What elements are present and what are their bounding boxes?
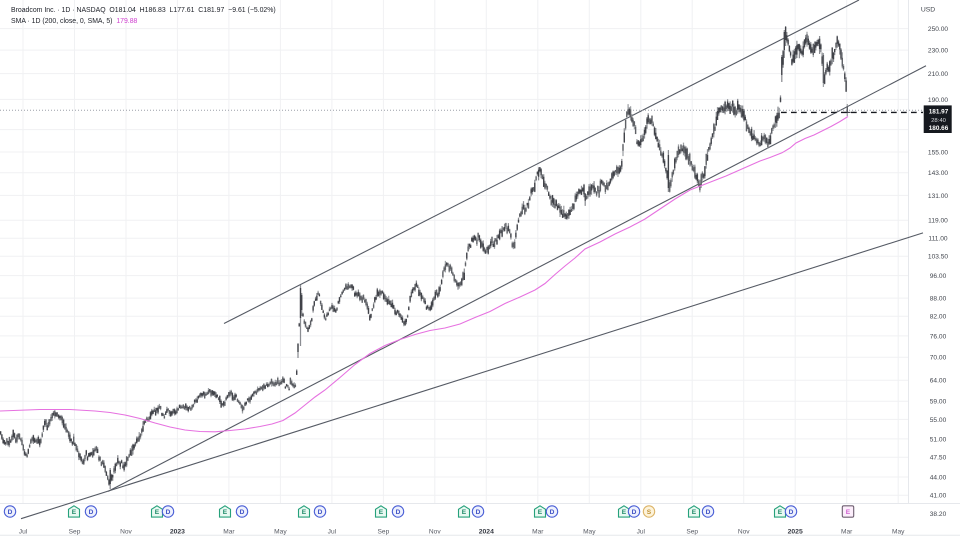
svg-text:D: D — [550, 509, 555, 516]
svg-text:D: D — [396, 509, 401, 516]
svg-text:May: May — [583, 529, 596, 536]
svg-text:E: E — [462, 509, 467, 516]
svg-text:E: E — [223, 509, 228, 516]
svg-text:D: D — [240, 509, 245, 516]
svg-text:S: S — [647, 509, 652, 516]
svg-text:70.00: 70.00 — [930, 355, 947, 362]
svg-text:Mar: Mar — [223, 529, 235, 536]
svg-text:E: E — [778, 509, 783, 516]
svg-text:Nov: Nov — [120, 529, 132, 536]
svg-text:E: E — [302, 509, 307, 516]
svg-text:76.00: 76.00 — [930, 333, 947, 340]
svg-text:Sep: Sep — [69, 529, 81, 536]
svg-text:E: E — [622, 509, 627, 516]
svg-text:180.66: 180.66 — [929, 125, 949, 132]
svg-text:51.00: 51.00 — [930, 436, 947, 443]
svg-text:230.00: 230.00 — [928, 48, 949, 55]
svg-text:SMA · 1D (200, close, 0, SMA,: SMA · 1D (200, close, 0, SMA, 5) 179.88 — [11, 18, 138, 25]
svg-text:131.00: 131.00 — [928, 193, 949, 200]
svg-text:88.00: 88.00 — [930, 296, 947, 303]
svg-text:82.00: 82.00 — [930, 314, 947, 321]
svg-text:2023: 2023 — [170, 529, 185, 536]
svg-text:143.00: 143.00 — [928, 170, 949, 177]
svg-text:D: D — [789, 509, 794, 516]
svg-text:Sep: Sep — [686, 529, 698, 536]
svg-text:111.00: 111.00 — [928, 236, 948, 243]
svg-text:D: D — [318, 509, 323, 516]
svg-text:E: E — [692, 509, 697, 516]
svg-text:2025: 2025 — [788, 529, 803, 536]
svg-text:E: E — [538, 509, 543, 516]
svg-text:Nov: Nov — [429, 529, 441, 536]
svg-text:44.00: 44.00 — [930, 474, 947, 481]
svg-text:D: D — [8, 509, 13, 516]
svg-text:May: May — [892, 529, 905, 536]
svg-text:210.00: 210.00 — [928, 71, 949, 78]
svg-text:103.50: 103.50 — [928, 254, 949, 261]
svg-text:47.50: 47.50 — [930, 455, 947, 462]
svg-text:119.00: 119.00 — [928, 218, 948, 225]
svg-text:155.00: 155.00 — [928, 149, 949, 156]
svg-text:Jul: Jul — [19, 529, 28, 536]
svg-text:181.97: 181.97 — [929, 109, 949, 116]
svg-text:E: E — [72, 509, 77, 516]
svg-text:Jul: Jul — [328, 529, 337, 536]
svg-text:250.00: 250.00 — [928, 26, 949, 33]
svg-text:38.20: 38.20 — [930, 511, 947, 518]
svg-text:D: D — [476, 509, 481, 516]
svg-text:Mar: Mar — [841, 529, 853, 536]
svg-text:D: D — [166, 509, 171, 516]
svg-text:D: D — [89, 509, 94, 516]
svg-text:Sep: Sep — [378, 529, 390, 536]
svg-text:E: E — [155, 509, 160, 516]
svg-text:Mar: Mar — [532, 529, 544, 536]
svg-text:E: E — [379, 509, 384, 516]
svg-text:190.00: 190.00 — [928, 97, 949, 104]
svg-text:USD: USD — [921, 7, 935, 14]
svg-text:E: E — [846, 509, 851, 516]
svg-text:D: D — [706, 509, 711, 516]
svg-text:64.00: 64.00 — [930, 378, 947, 385]
svg-text:Broadcom Inc. · 1D · NASDAQ O: Broadcom Inc. · 1D · NASDAQ O181.04 H186… — [11, 7, 276, 14]
svg-text:55.00: 55.00 — [930, 417, 947, 424]
svg-text:Jul: Jul — [637, 529, 646, 536]
svg-text:Nov: Nov — [738, 529, 750, 536]
svg-text:May: May — [274, 529, 287, 536]
svg-text:59.00: 59.00 — [930, 399, 947, 406]
svg-text:2024: 2024 — [479, 529, 494, 536]
svg-text:96.00: 96.00 — [930, 273, 947, 280]
svg-text:41.00: 41.00 — [930, 493, 947, 500]
svg-text:28:40: 28:40 — [931, 118, 946, 124]
svg-text:D: D — [632, 509, 637, 516]
